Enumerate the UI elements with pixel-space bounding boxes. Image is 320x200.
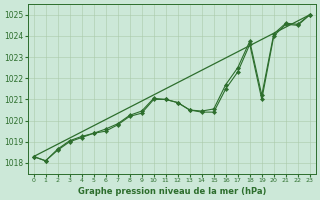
X-axis label: Graphe pression niveau de la mer (hPa): Graphe pression niveau de la mer (hPa) — [77, 187, 266, 196]
